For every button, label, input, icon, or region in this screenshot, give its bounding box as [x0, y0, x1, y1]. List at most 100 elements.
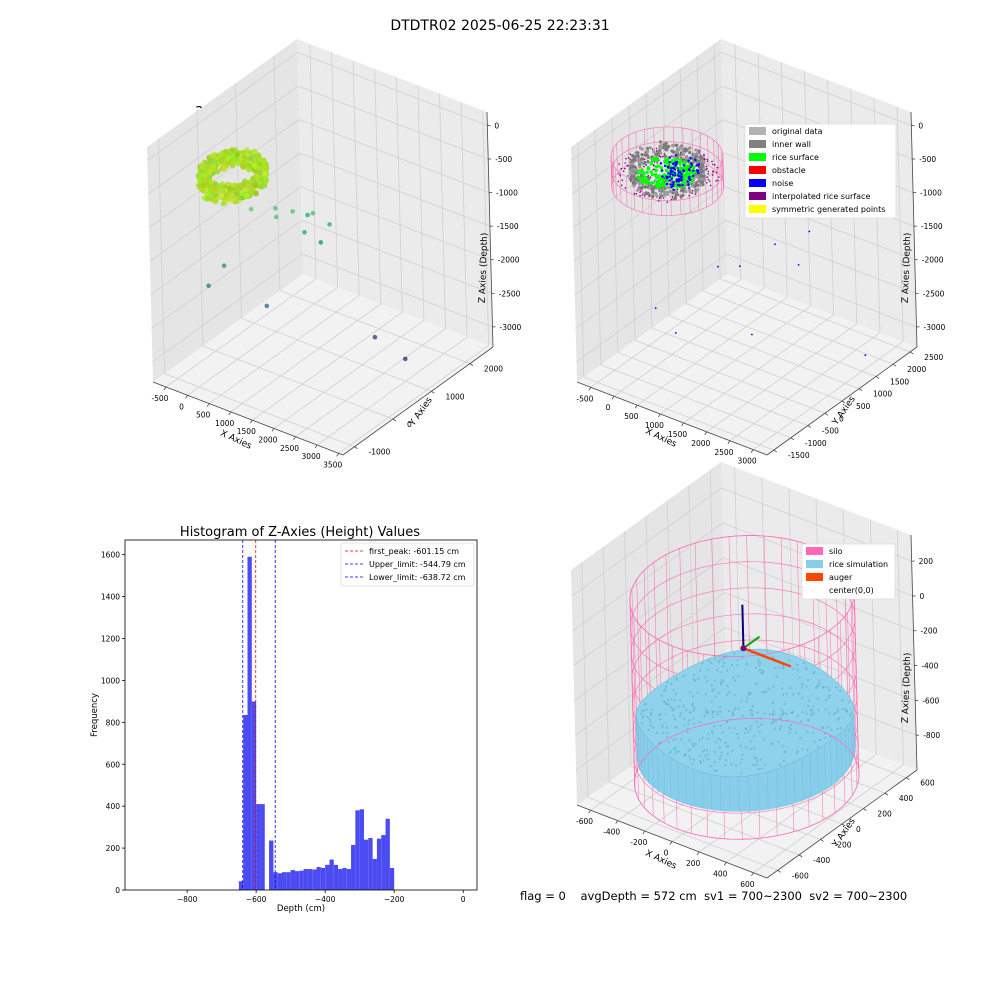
x-tick-mark [723, 862, 727, 866]
inner-wall-point [645, 150, 650, 154]
rice-simulation-point [735, 764, 738, 767]
legend-swatch [749, 179, 766, 187]
rice-simulation-point [792, 693, 795, 696]
rice-simulation-point [723, 764, 727, 767]
noise-point [697, 162, 700, 166]
histogram-bar [359, 809, 364, 890]
interp-point [647, 175, 650, 177]
y-tick-label: 400 [106, 802, 121, 811]
rice-simulation-point [801, 696, 804, 699]
rice-simulation-point [659, 718, 662, 721]
rice-simulation-point [713, 725, 716, 728]
data-point [310, 210, 316, 216]
rice-simulation-point [727, 727, 731, 730]
grid-line [645, 92, 653, 329]
x-axis-label: Depth (cm) [277, 904, 325, 914]
rice-simulation-point [821, 686, 825, 689]
rice-simulation-point [736, 732, 739, 736]
noise-point [667, 166, 670, 169]
y-tick-label: -400 [813, 856, 830, 865]
rice-simulation-side [748, 774, 760, 812]
noise-point [674, 161, 677, 164]
inner-wall-point [699, 155, 703, 159]
inner-wall-point [633, 177, 637, 181]
data-point [305, 212, 310, 218]
interp-point [712, 163, 714, 166]
inner-wall-point [690, 184, 695, 188]
z-axis-label: Z Axies (Depth) [901, 233, 913, 304]
silo-wire [616, 143, 618, 174]
inner-wall-point [655, 194, 659, 198]
y-tick-label: 0 [115, 886, 120, 895]
rice-simulation-point [719, 710, 722, 713]
noise-point [671, 170, 674, 173]
rice-simulation-point [640, 712, 643, 715]
inner-wall-point [662, 193, 666, 197]
rice-simulation-point [758, 730, 761, 733]
rice-simulation-surface [635, 648, 855, 778]
rice-simulation-side [785, 761, 796, 806]
grid-line [713, 43, 721, 279]
rice-surface-point [678, 166, 683, 170]
interp-point [656, 162, 658, 164]
z-tick-label: -2500 [499, 289, 521, 298]
histogram-bar [389, 867, 395, 890]
grid-line [279, 290, 471, 364]
sv1-text: sv1 = 700~2300 [704, 889, 802, 903]
silo-wire [620, 172, 622, 203]
inner-wall-point [674, 194, 678, 198]
noise-point [668, 179, 671, 182]
interp-point [638, 157, 640, 159]
grid-line [602, 546, 610, 782]
rice-simulation-point [758, 664, 761, 667]
legend-swatch [749, 205, 766, 213]
rice-simulation-point [677, 705, 681, 708]
interp-point [627, 165, 629, 167]
rice-simulation-point [778, 728, 782, 731]
grid-line [896, 106, 904, 342]
y-tick-label: 600 [106, 760, 121, 769]
grid-line [241, 317, 432, 392]
z-tick-label: -1000 [920, 189, 942, 198]
interp-point [651, 148, 654, 151]
inner-wall-point [688, 150, 692, 155]
histogram-bar [260, 804, 265, 890]
grid-line [147, 52, 298, 161]
rice-surface-point [644, 178, 649, 182]
noise-point [667, 172, 670, 175]
grid-line [574, 592, 725, 701]
z-tick-label: -2000 [498, 256, 520, 265]
inner-wall-point [671, 191, 675, 195]
silo-wire [612, 163, 614, 194]
rice-simulation-point [828, 712, 831, 715]
rice-simulation-point [746, 696, 749, 700]
rice-simulation-point [720, 678, 724, 682]
grid-line [571, 487, 722, 597]
cluster-point [230, 198, 236, 204]
rice-simulation-point [839, 689, 842, 692]
cluster-point [214, 152, 220, 158]
y-tick-label: -1500 [788, 451, 810, 460]
rice-simulation-point [722, 680, 725, 683]
z-axis-line [486, 111, 494, 348]
y-tick-label: 400 [899, 794, 914, 803]
inner-wall-point [699, 165, 703, 169]
inner-wall-point [648, 146, 653, 150]
rice-simulation-point [686, 727, 689, 730]
z-tick-label: -500 [919, 155, 936, 164]
rice-surface-point [652, 158, 656, 162]
inner-wall-point [654, 192, 658, 196]
x-tick-label: -500 [576, 394, 593, 403]
y-tick-label: 0 [839, 414, 844, 423]
y-tick-label: 500 [856, 402, 871, 411]
interp-point [662, 155, 664, 158]
rice-surface-point [641, 170, 645, 174]
rice-surface-point [649, 161, 653, 165]
rice-simulation-point [674, 752, 677, 755]
inner-wall-point [640, 153, 644, 157]
inner-wall-point [671, 144, 675, 148]
histogram-bar [320, 867, 326, 890]
grid-line [297, 52, 488, 126]
rice-simulation-point [753, 734, 756, 737]
y-tick-mark [773, 449, 778, 453]
